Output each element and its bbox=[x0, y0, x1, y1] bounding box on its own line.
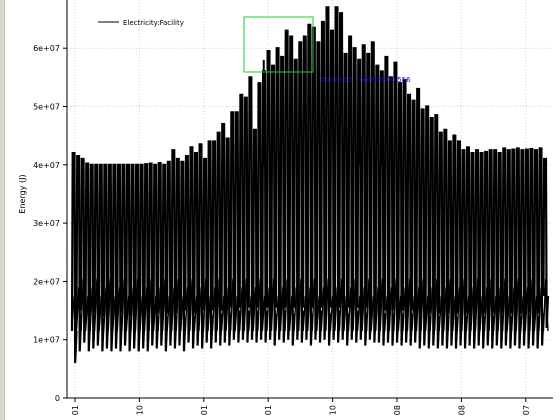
zoom-selection-box[interactable] bbox=[243, 16, 314, 73]
series-baseline-trace bbox=[71, 278, 549, 332]
x-tick-label: 01 bbox=[200, 405, 209, 415]
energy-chart[interactable]: 0 1e+07 2e+07 3e+07 4e+07 5e+07 6e+07 01 10 01 01 1… bbox=[5, 0, 560, 420]
axes-layer: 0 1e+07 2e+07 3e+07 4e+07 5e+07 6e+07 01 10 01 01 1… bbox=[33, 0, 553, 415]
x-tick-label: 01 bbox=[264, 405, 273, 415]
hover-readout: 00:00:01 - 66828300.556 bbox=[321, 76, 411, 84]
series-line-electricity-facility bbox=[70, 6, 550, 364]
x-tick-label: 08 bbox=[393, 405, 402, 415]
y-tick-label: 4e+07 bbox=[33, 161, 60, 170]
x-tick-label: 10 bbox=[329, 405, 338, 415]
y-tick-label: 5e+07 bbox=[33, 103, 60, 112]
y-tick-label: 1e+07 bbox=[33, 336, 60, 345]
plot-panel[interactable]: 0 1e+07 2e+07 3e+07 4e+07 5e+07 6e+07 01 10 01 01 1… bbox=[5, 0, 560, 420]
x-tick-label: 01 bbox=[71, 405, 80, 415]
x-tick-label: 10 bbox=[135, 405, 144, 415]
y-tick-label: 2e+07 bbox=[33, 277, 60, 286]
legend: Electricity:Facility bbox=[98, 19, 184, 27]
y-tick-label: 6e+07 bbox=[33, 44, 60, 53]
legend-label: Electricity:Facility bbox=[123, 19, 184, 27]
window-left-border bbox=[0, 0, 5, 420]
y-tick-label: 0 bbox=[55, 394, 60, 403]
y-axis-label: Energy (J) bbox=[18, 174, 27, 213]
y-tick-label: 3e+07 bbox=[33, 219, 60, 228]
x-tick-label: 07 bbox=[522, 405, 531, 415]
series-layer bbox=[70, 6, 550, 364]
x-tick-label: 08 bbox=[457, 405, 466, 415]
